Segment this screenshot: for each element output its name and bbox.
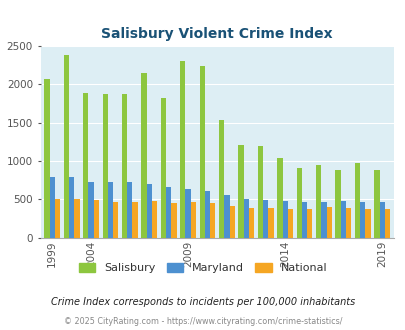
Bar [180, 61, 185, 238]
Bar [69, 177, 74, 238]
Bar [49, 177, 55, 238]
Bar [132, 202, 137, 238]
Bar [210, 203, 215, 238]
Legend: Salisbury, Maryland, National: Salisbury, Maryland, National [78, 263, 327, 273]
Bar [88, 182, 94, 238]
Bar [185, 189, 190, 238]
Bar [359, 202, 364, 238]
Bar [205, 191, 210, 238]
Text: © 2025 CityRating.com - https://www.cityrating.com/crime-statistics/: © 2025 CityRating.com - https://www.city… [64, 317, 341, 326]
Bar [307, 209, 311, 238]
Bar [287, 209, 292, 238]
Bar [190, 202, 196, 238]
Bar [64, 55, 69, 238]
Bar [94, 200, 99, 238]
Bar [268, 208, 273, 238]
Bar [74, 199, 79, 238]
Bar [315, 165, 320, 238]
Bar [301, 202, 307, 238]
Bar [262, 200, 268, 238]
Bar [108, 182, 113, 238]
Bar [364, 209, 370, 238]
Bar [335, 170, 340, 238]
Bar [282, 201, 287, 238]
Bar [55, 199, 60, 238]
Bar [345, 208, 350, 238]
Bar [83, 93, 88, 238]
Bar [243, 199, 248, 238]
Bar [199, 66, 205, 238]
Bar [320, 202, 326, 238]
Bar [238, 145, 243, 238]
Bar [102, 94, 108, 238]
Bar [340, 201, 345, 238]
Bar [248, 208, 254, 238]
Bar [373, 170, 379, 238]
Bar [384, 209, 389, 238]
Title: Salisbury Violent Crime Index: Salisbury Violent Crime Index [101, 27, 332, 41]
Bar [379, 202, 384, 238]
Bar [146, 184, 151, 238]
Bar [160, 98, 166, 238]
Bar [44, 79, 49, 238]
Bar [354, 163, 359, 238]
Bar [113, 202, 118, 238]
Bar [224, 195, 229, 238]
Bar [229, 206, 234, 238]
Bar [141, 73, 146, 238]
Bar [122, 94, 127, 238]
Bar [219, 120, 224, 238]
Bar [127, 182, 132, 238]
Bar [151, 201, 157, 238]
Bar [166, 187, 171, 238]
Bar [296, 168, 301, 238]
Bar [257, 146, 262, 238]
Text: Crime Index corresponds to incidents per 100,000 inhabitants: Crime Index corresponds to incidents per… [51, 297, 354, 307]
Bar [171, 203, 176, 238]
Bar [326, 207, 331, 238]
Bar [277, 158, 282, 238]
